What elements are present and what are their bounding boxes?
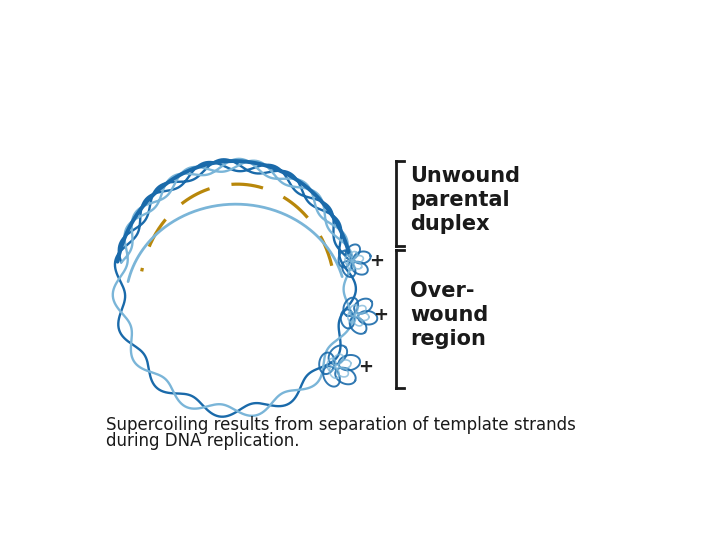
- Text: during DNA replication.: during DNA replication.: [106, 431, 300, 450]
- Text: +: +: [358, 357, 373, 376]
- Text: Unwound
parental
duplex: Unwound parental duplex: [410, 166, 520, 233]
- Text: Over-
wound
region: Over- wound region: [410, 281, 488, 349]
- Text: +: +: [369, 252, 384, 270]
- Text: Supercoiling results from separation of template strands: Supercoiling results from separation of …: [106, 416, 575, 434]
- Text: +: +: [373, 306, 388, 324]
